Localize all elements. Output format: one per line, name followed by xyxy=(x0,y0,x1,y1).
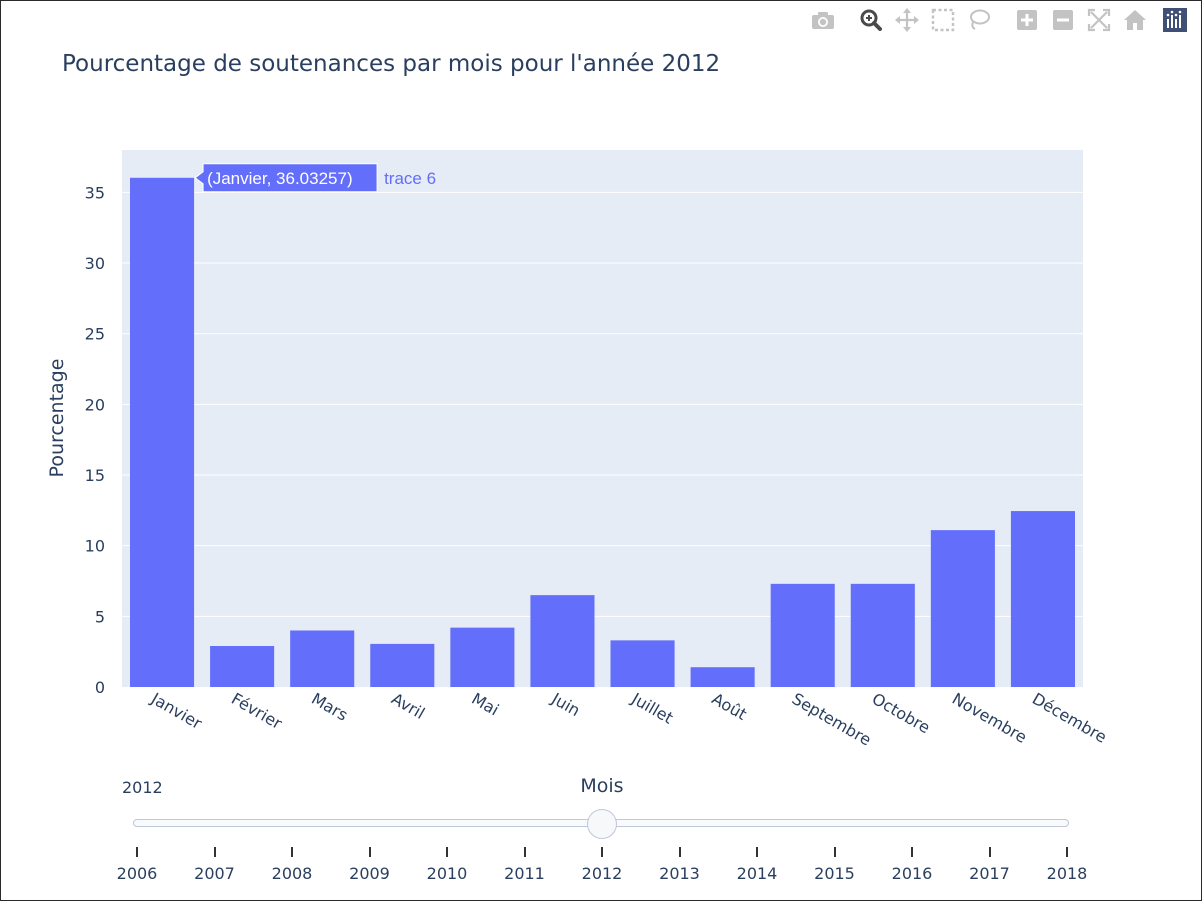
slider-step-2012[interactable]: 2012 xyxy=(581,864,623,883)
hover-tooltip: (Janvier, 36.03257) trace 6 xyxy=(194,163,436,193)
y-tick-label: 30 xyxy=(85,254,105,273)
x-tick-label: Mai xyxy=(468,689,502,719)
bar-janvier[interactable] xyxy=(130,177,195,687)
x-tick-label: Juin xyxy=(548,689,584,721)
slider-step-2016[interactable]: 2016 xyxy=(891,864,933,883)
hover-trace-name: trace 6 xyxy=(384,169,436,188)
slider-tick xyxy=(1066,847,1068,857)
slider-step-2009[interactable]: 2009 xyxy=(349,864,390,883)
x-tick-label: Avril xyxy=(388,689,428,723)
y-tick-label: 25 xyxy=(85,325,105,344)
x-tick-label: Mars xyxy=(308,689,351,725)
y-tick-label: 20 xyxy=(85,395,105,414)
y-tick-label: 5 xyxy=(95,607,105,626)
bar-juin[interactable] xyxy=(530,595,595,687)
bar-juillet[interactable] xyxy=(610,640,675,687)
slider-step-2006[interactable]: 2006 xyxy=(116,864,158,883)
slider-step-2010[interactable]: 2010 xyxy=(426,864,468,883)
x-tick-label: Août xyxy=(709,689,750,724)
slider-tick xyxy=(291,847,293,857)
slider-tick xyxy=(446,847,448,857)
camera-icon[interactable] xyxy=(809,7,837,33)
x-tick-label: Octobre xyxy=(869,689,934,737)
bar-mars[interactable] xyxy=(290,630,355,687)
x-tick-label: Février xyxy=(228,689,286,733)
modebar xyxy=(809,7,1189,33)
slider-tick xyxy=(601,847,603,857)
x-axis-label: Mois xyxy=(580,775,623,797)
x-tick-label: Juillet xyxy=(628,689,677,728)
y-tick-label: 0 xyxy=(95,678,105,697)
slider-tick xyxy=(678,847,681,857)
bar-septembre[interactable] xyxy=(770,583,835,687)
x-axis-ticks: Janvier Février Mars Avril Mai Juin Juillet Aoû… xyxy=(147,689,1110,750)
slider-tick xyxy=(756,847,758,857)
bar-mai[interactable] xyxy=(450,627,515,687)
hover-label: (Janvier, 36.03257) xyxy=(207,169,353,188)
slider-tick xyxy=(911,847,913,857)
zoom-icon[interactable] xyxy=(857,7,885,33)
slider-step-2017[interactable]: 2017 xyxy=(969,864,1010,883)
slider-step-2018[interactable]: 2018 xyxy=(1046,864,1088,883)
hover-box xyxy=(194,163,378,193)
y-axis-ticks: 0 5 10 15 20 25 30 35 xyxy=(85,183,105,697)
slider-tick xyxy=(213,847,216,857)
bar-novembre[interactable] xyxy=(930,530,995,687)
zoom-in-icon[interactable] xyxy=(1013,7,1041,33)
x-tick-label: Novembre xyxy=(949,689,1030,747)
plot-area[interactable] xyxy=(122,150,1083,687)
slider-current-value: 2012 xyxy=(122,778,163,797)
x-tick-label: Décembre xyxy=(1029,689,1110,747)
bar-février[interactable] xyxy=(210,646,275,687)
slider-handle[interactable] xyxy=(587,809,617,839)
slider-tick xyxy=(136,847,138,857)
y-axis-label: Pourcentage xyxy=(46,359,68,478)
box-select-icon[interactable] xyxy=(929,7,957,33)
autoscale-icon[interactable] xyxy=(1085,7,1113,33)
bar-octobre[interactable] xyxy=(850,583,915,687)
y-tick-label: 35 xyxy=(85,183,105,202)
slider-tick xyxy=(368,847,371,857)
slider-step-2007[interactable]: 2007 xyxy=(194,864,235,883)
x-tick-label: Septembre xyxy=(789,689,875,750)
slider-step-2014[interactable]: 2014 xyxy=(736,864,778,883)
slider-step-2015[interactable]: 2015 xyxy=(814,864,855,883)
x-tick-label: Janvier xyxy=(147,689,205,734)
bar-août[interactable] xyxy=(690,667,755,687)
slider-tick xyxy=(833,847,836,857)
chart-title: Pourcentage de soutenances par mois pour… xyxy=(62,51,721,77)
slider-tick xyxy=(988,847,991,857)
lasso-select-icon[interactable] xyxy=(965,7,993,33)
slider-step-2013[interactable]: 2013 xyxy=(659,864,700,883)
gridlines xyxy=(122,191,1083,617)
y-tick-label: 10 xyxy=(85,537,105,556)
slider-step-2008[interactable]: 2008 xyxy=(271,864,313,883)
bar-avril[interactable] xyxy=(370,643,435,687)
slider-step-2011[interactable]: 2011 xyxy=(504,864,545,883)
slider-tick xyxy=(523,847,526,857)
reset-axes-icon[interactable] xyxy=(1121,7,1149,33)
pan-icon[interactable] xyxy=(893,7,921,33)
plotly-logo-icon[interactable] xyxy=(1161,7,1189,33)
bar-décembre[interactable] xyxy=(1010,511,1075,687)
zoom-out-icon[interactable] xyxy=(1049,7,1077,33)
y-tick-label: 15 xyxy=(85,466,105,485)
bars xyxy=(130,177,1075,687)
